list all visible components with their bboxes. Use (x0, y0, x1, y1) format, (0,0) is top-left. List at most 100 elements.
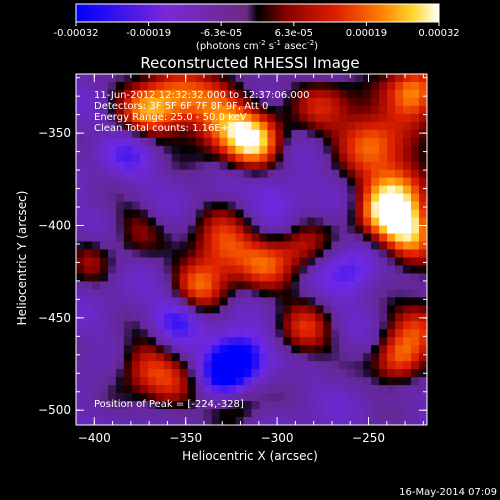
heatmap-cell (291, 97, 300, 107)
heatmap-cell (139, 233, 149, 242)
heatmap-cell (131, 233, 141, 242)
heatmap-cell (315, 201, 324, 211)
heatmap-cell (155, 233, 165, 242)
heatmap-cell (179, 137, 189, 147)
heatmap-cell (339, 329, 348, 338)
heatmap-cell (131, 81, 141, 91)
heatmap-cell (251, 401, 260, 410)
heatmap-cell (419, 281, 428, 290)
heatmap-cell (363, 385, 372, 394)
heatmap-cell (139, 257, 149, 266)
heatmap-cell (171, 377, 181, 386)
heatmap-cell (76, 233, 85, 242)
heatmap-cell (419, 385, 428, 394)
heatmap-cell (147, 369, 157, 378)
heatmap-cell (243, 321, 252, 330)
heatmap-cell (323, 145, 332, 155)
heatmap-cell (339, 89, 348, 99)
heatmap-cell (123, 233, 133, 242)
heatmap-cell (283, 209, 292, 218)
heatmap-cell (123, 161, 133, 171)
heatmap-cell (187, 241, 197, 250)
heatmap-cell (235, 241, 244, 250)
heatmap-cell (251, 377, 260, 386)
heatmap-cell (203, 153, 213, 163)
heatmap-cell (299, 257, 308, 266)
heatmap-cell (219, 193, 228, 203)
heatmap-cell (339, 241, 348, 250)
heatmap-cell (275, 217, 284, 226)
heatmap-cell (76, 353, 85, 362)
heatmap-cell (315, 217, 324, 226)
heatmap-cell (339, 97, 348, 107)
heatmap-cell (291, 409, 300, 418)
heatmap-cell (147, 105, 157, 115)
heatmap-cell (179, 201, 189, 211)
heatmap-cell (211, 361, 220, 370)
heatmap-cell (131, 385, 141, 394)
heatmap-cell (131, 153, 141, 163)
heatmap-cell (131, 241, 141, 250)
heatmap-cell (235, 201, 244, 211)
heatmap-cell (355, 377, 364, 386)
heatmap-cell (211, 113, 220, 123)
heatmap-cell (235, 353, 244, 362)
heatmap-cell (275, 153, 284, 163)
heatmap-cell (131, 137, 141, 147)
heatmap-cell (347, 225, 356, 234)
heatmap-cell (267, 193, 276, 203)
heatmap-cell (379, 193, 388, 203)
heatmap-cell (267, 353, 276, 362)
heatmap-cell (307, 273, 316, 282)
heatmap-cell (227, 169, 236, 179)
heatmap-cell (283, 401, 292, 410)
heatmap-cell (187, 97, 197, 107)
heatmap-cell (195, 321, 205, 330)
heatmap-cell (187, 257, 197, 266)
heatmap-cell (211, 313, 220, 322)
heatmap-cell (323, 321, 332, 330)
heatmap-cell (91, 353, 101, 362)
heatmap-cell (171, 145, 181, 155)
heatmap-cell (163, 137, 173, 147)
heatmap-cell (331, 265, 340, 274)
heatmap-cell (315, 297, 324, 306)
heatmap-cell (107, 385, 117, 394)
heatmap-cell (163, 249, 173, 258)
heatmap-cell (99, 401, 109, 410)
heatmap-cell (363, 305, 372, 314)
heatmap-cell (203, 329, 213, 338)
heatmap-cell (355, 217, 364, 226)
heatmap-cell (275, 329, 284, 338)
heatmap-cell (363, 121, 372, 131)
heatmap-cell (307, 137, 316, 147)
heatmap-cell (379, 353, 388, 362)
heatmap-cell (323, 305, 332, 314)
heatmap-cell (339, 265, 348, 274)
heatmap-cell (99, 217, 109, 226)
heatmap-cell (379, 89, 388, 99)
heatmap-cell (403, 361, 412, 370)
heatmap-cell (403, 193, 412, 203)
heatmap-cell (347, 81, 356, 91)
heatmap-cell (99, 353, 109, 362)
heatmap-cell (355, 145, 364, 155)
heatmap-cell (83, 305, 93, 314)
heatmap-cell (355, 297, 364, 306)
heatmap-cell (347, 257, 356, 266)
heatmap-cell (315, 273, 324, 282)
heatmap-cell (83, 137, 93, 147)
heatmap-cell (419, 329, 428, 338)
heatmap-cell (275, 185, 284, 195)
heatmap-cell (283, 121, 292, 131)
heatmap-cell (315, 81, 324, 91)
heatmap-cell (147, 233, 157, 242)
heatmap-cell (235, 297, 244, 306)
heatmap-cell (99, 241, 109, 250)
heatmap-cell (371, 209, 380, 218)
heatmap-cell (235, 329, 244, 338)
heatmap-cell (76, 121, 85, 131)
heatmap-cell (403, 161, 412, 171)
heatmap-cell (211, 105, 220, 115)
heatmap-cell (275, 241, 284, 250)
